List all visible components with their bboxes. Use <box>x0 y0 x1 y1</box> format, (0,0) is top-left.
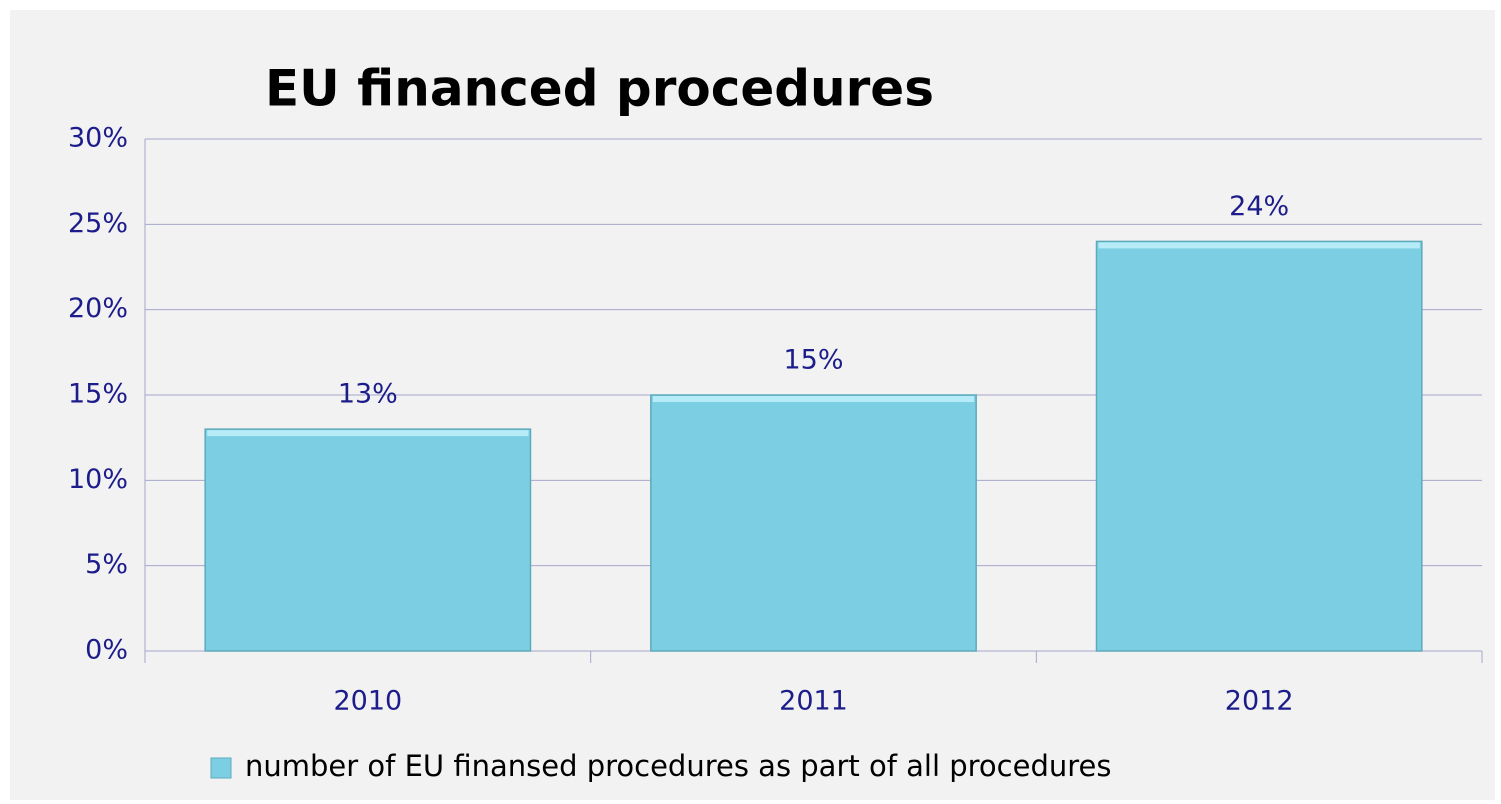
x-tick-label: 2010 <box>333 686 402 717</box>
chart-title: EU financed procedures <box>265 60 934 118</box>
legend-swatch <box>210 757 232 779</box>
y-tick-label: 0% <box>85 635 128 666</box>
bar-bevel <box>1098 242 1420 249</box>
y-tick-label: 10% <box>68 464 128 495</box>
bar <box>204 428 532 652</box>
y-tick-label: 15% <box>68 379 128 410</box>
y-tick-label: 5% <box>85 549 128 580</box>
value-label: 24% <box>1229 191 1289 222</box>
value-label: 13% <box>338 379 398 410</box>
y-tick-label: 30% <box>68 123 128 154</box>
y-tick-label: 20% <box>68 293 128 324</box>
bar-bevel <box>207 430 529 437</box>
y-tick-label: 25% <box>68 208 128 239</box>
x-tick-label: 2011 <box>779 686 848 717</box>
x-tick-label: 2012 <box>1225 686 1294 717</box>
bar <box>650 394 977 652</box>
bar-bevel <box>652 396 975 402</box>
bar <box>1095 240 1423 652</box>
legend-label: number of EU finansed procedures as part… <box>245 749 1112 783</box>
value-label: 15% <box>783 345 843 376</box>
